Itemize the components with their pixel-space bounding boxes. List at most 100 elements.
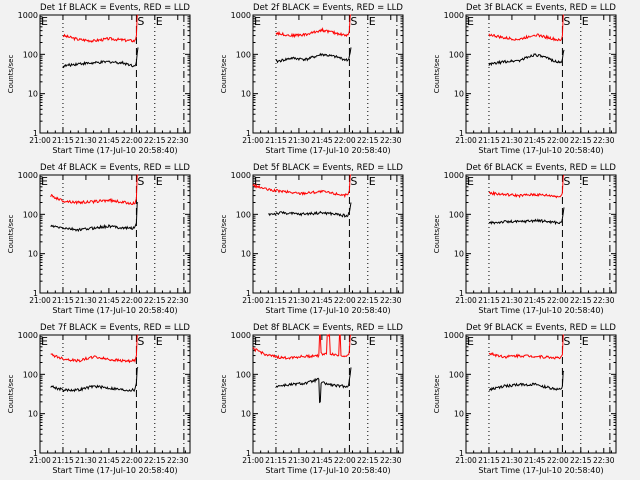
x-tick-label: 21:45 — [524, 136, 546, 145]
y-tick-label: 100 — [236, 370, 251, 379]
x-tick-label: 22:30 — [380, 296, 402, 305]
x-axis-label: Start Time (17-Jul-10 20:58:40) — [478, 146, 603, 155]
chart-title: Det 5f BLACK = Events, RED = LLD — [253, 163, 403, 173]
events-series-line — [268, 202, 352, 218]
events-series-line — [62, 47, 139, 69]
x-tick-label: 22:15 — [357, 296, 379, 305]
x-tick-label: 22:00 — [547, 296, 569, 305]
x-axis-label: Start Time (17-Jul-10 20:58:40) — [265, 146, 390, 155]
x-tick-label: 22:30 — [593, 456, 615, 465]
event-marker-label: E — [254, 335, 261, 348]
x-tick-label: 21:30 — [75, 456, 97, 465]
y-tick-label: 1000 — [18, 171, 38, 180]
x-tick-label: 21:45 — [311, 296, 333, 305]
x-tick-label: 22:15 — [357, 456, 379, 465]
y-tick-label: 1000 — [444, 331, 464, 340]
x-tick-label: 21:15 — [478, 296, 500, 305]
y-tick-label: 1 — [246, 449, 251, 458]
x-tick-label: 21:15 — [52, 456, 74, 465]
y-axis-label: Counts/sec — [220, 215, 228, 254]
y-tick-label: 1000 — [231, 171, 251, 180]
x-axis-label: Start Time (17-Jul-10 20:58:40) — [265, 466, 390, 475]
y-tick-label: 1000 — [231, 11, 251, 20]
detector-chart: Det 6f BLACK = Events, RED = LLD 1 10 100 10… — [433, 163, 617, 315]
event-marker-label: E — [254, 175, 261, 188]
y-tick-label: 100 — [236, 50, 251, 59]
x-axis-label: Start Time (17-Jul-10 20:58:40) — [52, 466, 177, 475]
x-tick-label: 21:45 — [311, 136, 333, 145]
events-series-line — [50, 202, 139, 233]
lld-series-line — [252, 174, 351, 199]
event-marker-label: E — [582, 175, 589, 188]
event-marker-label: E — [467, 15, 474, 28]
chart-title: Det 9f BLACK = Events, RED = LLD — [466, 323, 616, 333]
x-tick-label: 22:30 — [593, 296, 615, 305]
detector-chart: Det 4f BLACK = Events, RED = LLD 1 10 100 10… — [7, 163, 191, 315]
x-tick-label: 22:15 — [357, 136, 379, 145]
x-tick-label: 21:30 — [501, 296, 523, 305]
y-tick-label: 10 — [241, 410, 251, 419]
x-tick-label: 22:00 — [547, 456, 569, 465]
chart-title: Det 6f BLACK = Events, RED = LLD — [466, 163, 616, 173]
x-tick-label: 21:00 — [455, 296, 477, 305]
lld-series-line — [488, 334, 564, 360]
y-tick-label: 100 — [449, 370, 464, 379]
y-tick-label: 10 — [28, 250, 38, 259]
events-series-line — [488, 370, 565, 392]
x-axis-label: Start Time (17-Jul-10 20:58:40) — [265, 306, 390, 315]
x-tick-label: 22:30 — [380, 456, 402, 465]
lld-series-line — [50, 334, 139, 364]
x-tick-label: 21:45 — [98, 456, 120, 465]
y-axis-label: Counts/sec — [433, 55, 441, 94]
x-tick-label: 21:30 — [501, 456, 523, 465]
y-axis-label: Counts/sec — [433, 375, 441, 414]
y-tick-label: 1000 — [444, 171, 464, 180]
x-tick-label: 22:00 — [121, 456, 143, 465]
x-tick-label: 21:30 — [288, 456, 310, 465]
x-tick-label: 21:00 — [455, 456, 477, 465]
x-tick-label: 22:15 — [144, 296, 166, 305]
y-tick-label: 1 — [33, 129, 38, 138]
y-axis-label: Counts/sec — [7, 215, 15, 254]
event-marker-label: E — [156, 15, 163, 28]
x-tick-label: 22:00 — [121, 136, 143, 145]
chart-title: Det 2f BLACK = Events, RED = LLD — [253, 3, 403, 13]
event-marker-label: S — [350, 335, 357, 348]
event-marker-label: E — [467, 175, 474, 188]
y-tick-label: 100 — [449, 210, 464, 219]
x-tick-label: 21:15 — [265, 456, 287, 465]
x-tick-label: 22:30 — [167, 296, 189, 305]
y-tick-label: 1000 — [18, 11, 38, 20]
event-marker-label: E — [582, 15, 589, 28]
detector-chart: Det 3f BLACK = Events, RED = LLD 1 10 100 10… — [433, 3, 617, 155]
event-marker-label: S — [137, 15, 144, 28]
event-marker-label: E — [254, 15, 261, 28]
x-tick-label: 21:00 — [29, 456, 51, 465]
x-tick-label: 21:15 — [52, 296, 74, 305]
detector-chart: Det 8f BLACK = Events, RED = LLD 1 10 100 10… — [220, 323, 404, 475]
y-tick-label: 10 — [454, 410, 464, 419]
y-tick-label: 100 — [23, 210, 38, 219]
y-tick-label: 1000 — [444, 11, 464, 20]
x-tick-label: 21:45 — [98, 136, 120, 145]
lld-series-line — [50, 174, 139, 206]
x-tick-label: 22:15 — [570, 296, 592, 305]
events-series-line — [275, 47, 352, 64]
x-tick-label: 21:00 — [242, 136, 264, 145]
event-marker-label: S — [350, 175, 357, 188]
event-marker-label: E — [156, 175, 163, 188]
y-axis-label: Counts/sec — [7, 55, 15, 94]
x-tick-label: 21:30 — [288, 296, 310, 305]
y-axis-label: Counts/sec — [433, 215, 441, 254]
lld-series-line — [275, 14, 351, 39]
chart-title: Det 8f BLACK = Events, RED = LLD — [253, 323, 403, 333]
events-series-line — [275, 367, 352, 404]
events-series-line — [488, 49, 565, 67]
y-tick-label: 10 — [454, 250, 464, 259]
x-tick-label: 21:00 — [29, 296, 51, 305]
chart-title: Det 7f BLACK = Events, RED = LLD — [40, 323, 190, 333]
x-tick-label: 21:45 — [98, 296, 120, 305]
detector-chart: Det 7f BLACK = Events, RED = LLD 1 10 100 10… — [7, 323, 191, 475]
events-series-line — [488, 207, 565, 226]
